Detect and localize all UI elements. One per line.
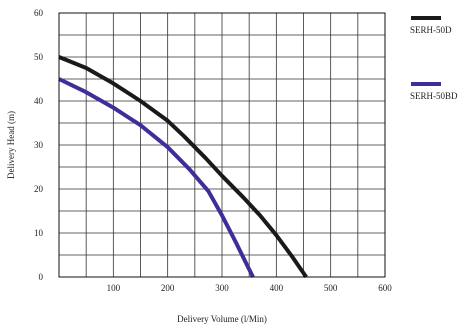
chart-legend: SERH-50D SERH-50BD — [410, 16, 458, 101]
y-axis-ticks: 0 10 20 30 40 50 60 — [34, 8, 44, 282]
legend-label-1: SERH-50D — [410, 25, 452, 35]
y-tick-label: 50 — [34, 52, 44, 62]
y-tick-label: 60 — [34, 8, 44, 18]
x-tick-label: 200 — [161, 283, 175, 293]
x-axis-ticks: 100 200 300 400 500 600 — [107, 283, 393, 293]
y-tick-label: 20 — [34, 184, 44, 194]
y-tick-label: 40 — [34, 96, 44, 106]
legend-label-2: SERH-50BD — [410, 91, 458, 101]
x-tick-label: 600 — [378, 283, 392, 293]
x-tick-label: 400 — [270, 283, 284, 293]
chart-grid — [59, 13, 385, 277]
chart-series — [58, 55, 308, 279]
plot-frame — [58, 12, 386, 278]
y-axis-label: Delivery Head (m) — [6, 111, 16, 179]
x-axis-label: Delivery Volume (l/Min) — [177, 314, 267, 324]
y-tick-label: 30 — [34, 140, 44, 150]
y-tick-label: 0 — [39, 272, 44, 282]
y-tick-label: 10 — [34, 228, 44, 238]
series-line-1 — [58, 55, 308, 279]
x-tick-label: 500 — [324, 283, 338, 293]
x-tick-label: 100 — [107, 283, 121, 293]
series-line-2 — [58, 77, 255, 278]
x-tick-label: 300 — [215, 283, 229, 293]
